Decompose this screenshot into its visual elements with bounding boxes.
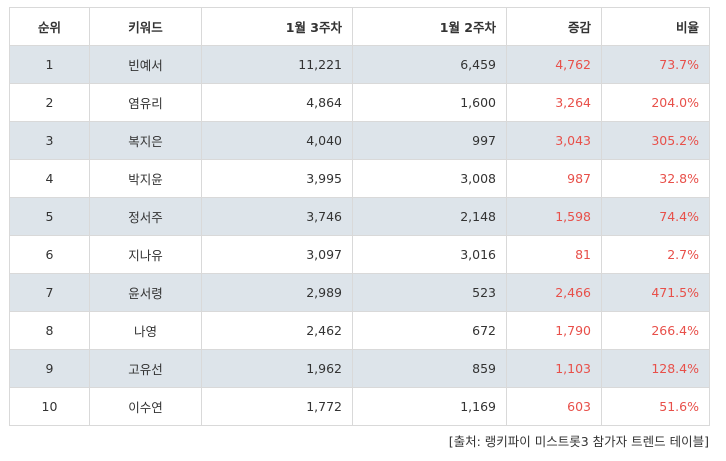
cell-rank: 6 (9, 235, 90, 274)
cell-ratio: 32.8% (601, 159, 710, 198)
cell-week2: 672 (352, 311, 507, 350)
header-week3: 1월 3주차 (201, 7, 353, 46)
cell-change: 3,264 (506, 83, 602, 122)
cell-keyword: 박지윤 (89, 159, 202, 198)
table-row: 3 복지은 4,040 997 3,043 305.2% (9, 121, 710, 160)
cell-week2: 1,169 (352, 387, 507, 426)
cell-rank: 8 (9, 311, 90, 350)
table-row: 1 빈예서 11,221 6,459 4,762 73.7% (9, 45, 710, 84)
cell-week3: 4,040 (201, 121, 353, 160)
cell-keyword: 빈예서 (89, 45, 202, 84)
cell-week3: 3,995 (201, 159, 353, 198)
cell-change: 81 (506, 235, 602, 274)
cell-week3: 1,772 (201, 387, 353, 426)
cell-week2: 997 (352, 121, 507, 160)
cell-week3: 2,989 (201, 273, 353, 312)
cell-keyword: 나영 (89, 311, 202, 350)
cell-week3: 1,962 (201, 349, 353, 388)
cell-change: 2,466 (506, 273, 602, 312)
cell-change: 603 (506, 387, 602, 426)
cell-ratio: 2.7% (601, 235, 710, 274)
cell-week2: 859 (352, 349, 507, 388)
cell-week2: 3,016 (352, 235, 507, 274)
header-week2: 1월 2주차 (352, 7, 507, 46)
cell-change: 987 (506, 159, 602, 198)
cell-week3: 11,221 (201, 45, 353, 84)
table-row: 2 염유리 4,864 1,600 3,264 204.0% (9, 83, 710, 122)
header-rank: 순위 (9, 7, 90, 46)
cell-change: 1,598 (506, 197, 602, 236)
cell-week2: 6,459 (352, 45, 507, 84)
header-keyword: 키워드 (89, 7, 202, 46)
table-body: 1 빈예서 11,221 6,459 4,762 73.7% 2 염유리 4,864 1,600 3… (9, 45, 710, 426)
header-row: 순위 키워드 1월 3주차 1월 2주차 증감 비율 (9, 7, 710, 46)
table-row: 7 윤서령 2,989 523 2,466 471.5% (9, 273, 710, 312)
cell-week2: 3,008 (352, 159, 507, 198)
cell-ratio: 471.5% (601, 273, 710, 312)
table-header: 순위 키워드 1월 3주차 1월 2주차 증감 비율 (9, 7, 710, 46)
table-row: 6 지나유 3,097 3,016 81 2.7% (9, 235, 710, 274)
cell-keyword: 염유리 (89, 83, 202, 122)
cell-change: 1,103 (506, 349, 602, 388)
cell-ratio: 305.2% (601, 121, 710, 160)
cell-week2: 523 (352, 273, 507, 312)
table-row: 4 박지윤 3,995 3,008 987 32.8% (9, 159, 710, 198)
table-row: 9 고유선 1,962 859 1,103 128.4% (9, 349, 710, 388)
cell-week2: 2,148 (352, 197, 507, 236)
cell-rank: 1 (9, 45, 90, 84)
trend-table-container: 순위 키워드 1월 3주차 1월 2주차 증감 비율 1 빈예서 11,221 6,4… (9, 7, 710, 426)
cell-rank: 4 (9, 159, 90, 198)
cell-ratio: 74.4% (601, 197, 710, 236)
cell-keyword: 윤서령 (89, 273, 202, 312)
cell-week3: 2,462 (201, 311, 353, 350)
cell-rank: 9 (9, 349, 90, 388)
source-caption: [출처: 랭키파이 미스트롯3 참가자 트렌드 테이블] (448, 434, 709, 449)
cell-ratio: 204.0% (601, 83, 710, 122)
cell-week3: 4,864 (201, 83, 353, 122)
cell-rank: 2 (9, 83, 90, 122)
trend-table: 순위 키워드 1월 3주차 1월 2주차 증감 비율 1 빈예서 11,221 6,4… (9, 7, 710, 426)
header-ratio: 비율 (601, 7, 710, 46)
cell-keyword: 고유선 (89, 349, 202, 388)
cell-week3: 3,097 (201, 235, 353, 274)
header-change: 증감 (506, 7, 602, 46)
cell-ratio: 51.6% (601, 387, 710, 426)
cell-week2: 1,600 (352, 83, 507, 122)
cell-change: 4,762 (506, 45, 602, 84)
cell-rank: 3 (9, 121, 90, 160)
table-row: 10 이수연 1,772 1,169 603 51.6% (9, 387, 710, 426)
cell-keyword: 지나유 (89, 235, 202, 274)
table-row: 5 정서주 3,746 2,148 1,598 74.4% (9, 197, 710, 236)
cell-week3: 3,746 (201, 197, 353, 236)
cell-rank: 10 (9, 387, 90, 426)
cell-ratio: 128.4% (601, 349, 710, 388)
cell-ratio: 266.4% (601, 311, 710, 350)
cell-keyword: 정서주 (89, 197, 202, 236)
cell-ratio: 73.7% (601, 45, 710, 84)
table-row: 8 나영 2,462 672 1,790 266.4% (9, 311, 710, 350)
cell-change: 3,043 (506, 121, 602, 160)
cell-change: 1,790 (506, 311, 602, 350)
cell-keyword: 복지은 (89, 121, 202, 160)
cell-keyword: 이수연 (89, 387, 202, 426)
cell-rank: 7 (9, 273, 90, 312)
cell-rank: 5 (9, 197, 90, 236)
